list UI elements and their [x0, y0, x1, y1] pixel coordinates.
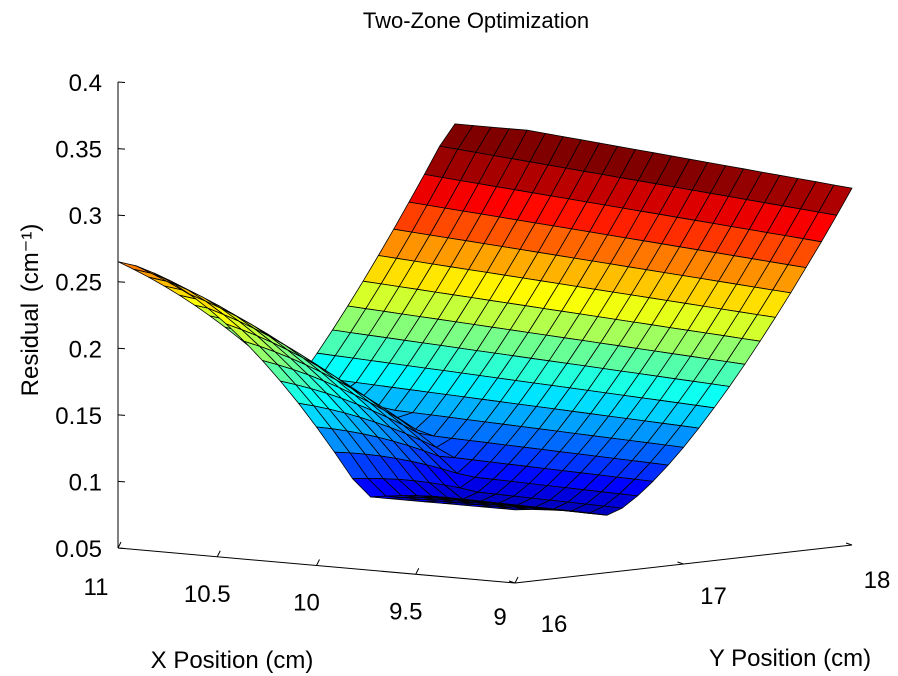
z-tick-mark [117, 414, 126, 416]
surface-cell [132, 268, 168, 282]
z-tick-mark [117, 480, 126, 483]
z-tick-label: 0.15 [55, 403, 102, 430]
x-tick-label: 10.5 [184, 581, 231, 608]
x-tick-label: 9.5 [389, 598, 422, 625]
x-tick-mark [117, 541, 122, 549]
x-tick-mark [216, 550, 221, 557]
y-axis-label: Y Position (cm) [709, 645, 871, 672]
x-tick-mark [415, 568, 420, 575]
x-tick-label: 10 [293, 590, 320, 617]
y-tick-mark [845, 542, 853, 546]
y-tick-label: 17 [700, 583, 727, 610]
y-tick-mark [677, 561, 684, 565]
z-tick-label: 0.2 [69, 336, 102, 363]
x-tick-label: 11 [84, 574, 109, 601]
z-axis-label-unit: (cm⁻¹) [17, 224, 44, 293]
z-tick-mark [117, 148, 126, 150]
z-axis-label-group: Residual (cm⁻¹) [17, 224, 44, 397]
surface-cell [117, 261, 152, 274]
z-tick-label: 0.25 [55, 270, 102, 297]
z-tick-mark [117, 214, 126, 217]
y-tick-label: 18 [864, 567, 891, 594]
x-tick-label: 9 [493, 604, 506, 631]
svg-text:Residual (cm⁻¹): Residual (cm⁻¹) [17, 224, 44, 397]
chart-title: Two-Zone Optimization [363, 8, 589, 33]
y-tick-label: 16 [541, 611, 568, 638]
surface-cell [496, 507, 531, 511]
z-tick-label: 0.35 [55, 137, 102, 164]
z-tick-label: 0.3 [69, 203, 102, 230]
surface-mesh [117, 123, 853, 516]
axis-ticks: 0.05 0.1 0.15 0.2 0.25 0.3 0.35 0.4 11 10.5 10 9.5 9… [55, 70, 890, 638]
y-tick-mark [508, 580, 516, 584]
z-tick-label: 0.4 [69, 70, 102, 97]
z-axis-label: Residual [17, 303, 44, 396]
x-axis-label: X Position (cm) [151, 647, 314, 674]
z-tick-label: 0.05 [55, 536, 102, 563]
z-tick-mark [117, 347, 126, 350]
z-tick-mark [117, 281, 126, 283]
z-tick-mark [117, 81, 126, 83]
z-tick-label: 0.1 [69, 469, 102, 496]
x-tick-mark [316, 559, 320, 566]
z-tick-mark [117, 547, 126, 549]
x-tick-mark [514, 576, 519, 584]
